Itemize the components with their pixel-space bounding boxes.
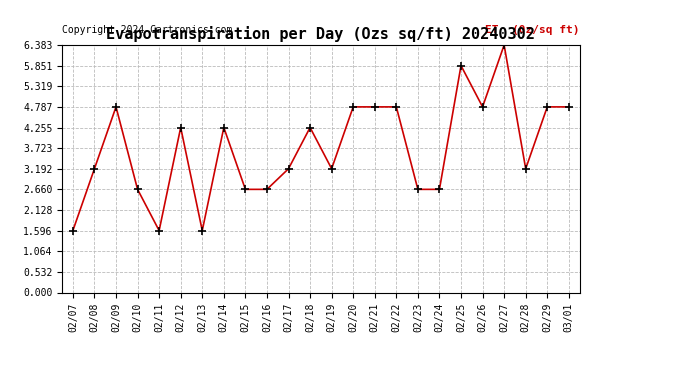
Point xyxy=(455,63,466,69)
Point xyxy=(348,104,359,110)
Point xyxy=(326,166,337,172)
Point xyxy=(262,186,273,192)
Point xyxy=(304,124,315,130)
Point xyxy=(542,104,553,110)
Point xyxy=(154,228,165,234)
Point xyxy=(413,186,424,192)
Point xyxy=(240,186,251,192)
Text: Copyright 2024 Cartronics.com: Copyright 2024 Cartronics.com xyxy=(62,25,233,35)
Point xyxy=(197,228,208,234)
Point xyxy=(434,186,445,192)
Point xyxy=(369,104,380,110)
Text: ET  (0z/sq ft): ET (0z/sq ft) xyxy=(485,25,580,35)
Point xyxy=(68,228,79,234)
Point xyxy=(89,166,100,172)
Point xyxy=(283,166,294,172)
Point xyxy=(520,166,531,172)
Point xyxy=(218,124,229,130)
Point xyxy=(391,104,402,110)
Point xyxy=(110,104,121,110)
Title: Evapotranspiration per Day (Ozs sq/ft) 20240302: Evapotranspiration per Day (Ozs sq/ft) 2… xyxy=(106,27,535,42)
Point xyxy=(499,42,510,48)
Point xyxy=(132,186,143,192)
Point xyxy=(175,124,186,130)
Point xyxy=(563,104,574,110)
Point xyxy=(477,104,488,110)
